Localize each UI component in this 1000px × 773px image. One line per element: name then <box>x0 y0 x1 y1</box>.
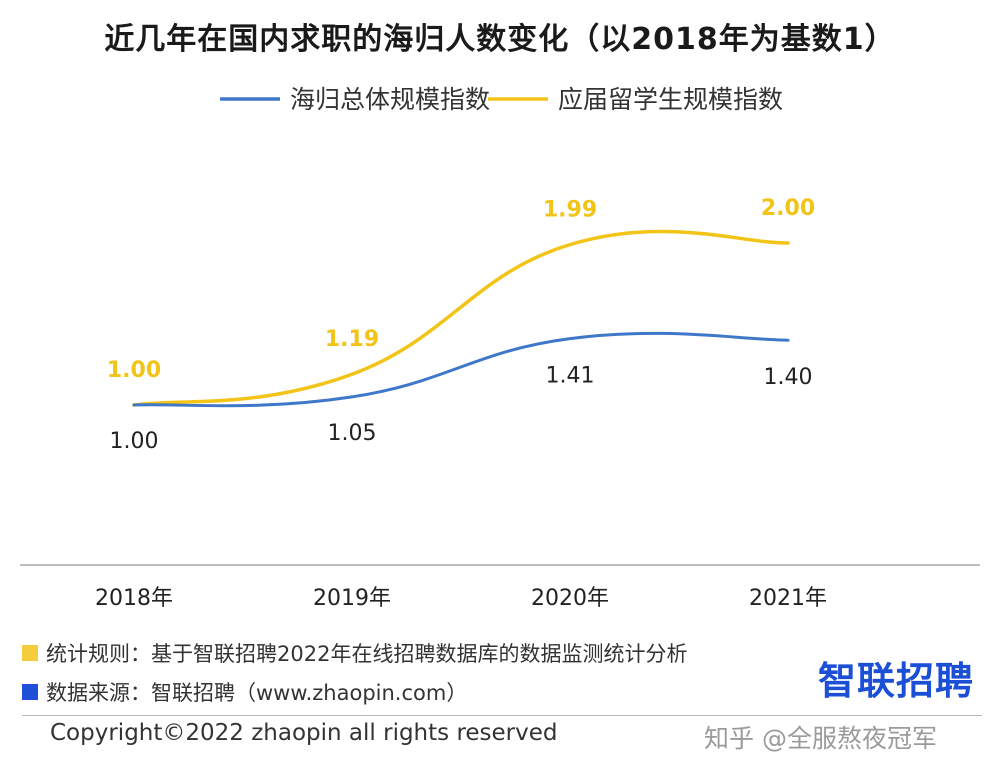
data-label-overall-2: 1.41 <box>546 364 595 389</box>
x-tick-label: 2020年 <box>531 586 609 611</box>
line-chart: 海归总体规模指数 应届留学生规模指数 1.00 1.051.41 1.401.001.… <box>20 85 980 611</box>
x-tick-label: 2021年 <box>749 586 827 611</box>
chart-legend: 海归总体规模指数 应届留学生规模指数 <box>220 85 783 114</box>
x-tick-label: 2018年 <box>95 586 173 611</box>
data-label-overall-1: 1.05 <box>328 421 377 446</box>
x-axis-ticks: 2018年 2019年 2020年 2021年 <box>95 586 827 611</box>
copyright-text: Copyright©2022 zhaopin all rights reserv… <box>50 720 558 746</box>
legend-label: 应届留学生规模指数 <box>558 85 783 114</box>
data-label-graduates-0: 1.00 <box>107 358 161 383</box>
series-layer <box>132 229 790 408</box>
legend-label: 海归总体规模指数 <box>290 85 490 114</box>
data-label-overall-0: 1.00 <box>110 429 159 454</box>
footer-divider <box>22 715 982 716</box>
note-stat-rule: 统计规则：基于智联招聘2022年在线招聘数据库的数据监测统计分析 <box>22 638 687 668</box>
note-square-icon <box>22 645 38 661</box>
data-labels-layer: 1.00 1.05 1.41 1.40 1.00 1.19 1.99 2.00 <box>107 196 815 454</box>
data-label-graduates-2: 1.99 <box>543 198 597 223</box>
zhaopin-logo: 智联招聘 <box>818 659 975 703</box>
note-data-source-text: 数据来源：智联招聘（www.zhaopin.com） <box>46 681 468 705</box>
note-stat-rule-text: 统计规则：基于智联招聘2022年在线招聘数据库的数据监测统计分析 <box>46 642 688 666</box>
data-label-graduates-3: 2.00 <box>761 196 815 221</box>
data-label-graduates-1: 1.19 <box>325 327 379 352</box>
series-line-graduates <box>132 229 790 407</box>
data-label-overall-3: 1.40 <box>764 365 813 390</box>
chart-title: 近几年在国内求职的海归人数变化（以2018年为基数1） <box>104 22 896 57</box>
note-data-source: 数据来源：智联招聘（www.zhaopin.com） <box>22 677 467 707</box>
zhihu-watermark: 知乎 @全服熬夜冠军 <box>704 724 937 753</box>
series-line-overall <box>132 331 790 408</box>
note-square-icon <box>22 684 38 700</box>
x-tick-label: 2019年 <box>313 586 391 611</box>
